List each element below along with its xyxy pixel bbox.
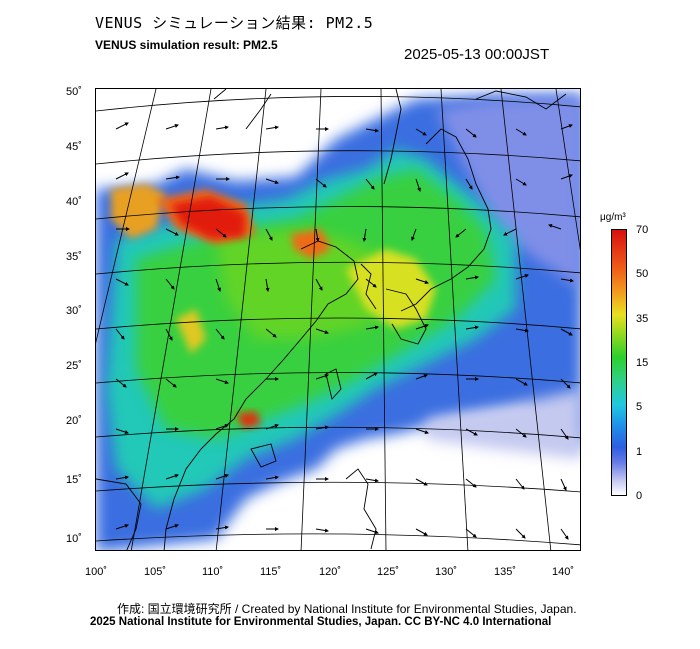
map-canvas [96,89,580,550]
lon-tick: 110˚ [202,566,224,578]
lon-tick: 140˚ [552,566,575,578]
lon-tick: 100˚ [85,566,108,578]
lat-tick: 25˚ [66,360,82,372]
copyright-line: 2025 National Institute for Environmenta… [90,616,552,628]
forecast-timestamp: 2025-05-13 00:00JST [404,46,550,63]
lon-tick: 115˚ [260,566,282,578]
lat-tick: 35˚ [66,251,82,263]
lat-tick: 15˚ [66,474,82,486]
title-english: VENUS simulation result: PM2.5 [95,38,278,52]
pm25-map [95,88,581,551]
lon-tick: 105˚ [144,566,167,578]
colorbar-tick: 35 [636,313,649,325]
lon-tick: 120˚ [319,566,342,578]
credit-line: 作成: 国立環境研究所 / Created by National Instit… [117,602,577,616]
lat-tick: 10˚ [66,533,82,545]
colorbar-tick: 1 [636,446,643,458]
colorbar-tick: 15 [636,357,649,369]
colorbar-tick: 70 [636,224,649,236]
colorbar [611,229,627,496]
lat-tick: 40˚ [66,196,82,208]
lon-tick: 135˚ [494,566,517,578]
wind-vectors [115,122,574,540]
lat-tick: 20˚ [66,415,82,427]
lat-tick: 30˚ [66,305,82,317]
title-japanese: VENUS シミュレーション結果: PM2.5 [95,14,374,32]
colorbar-tick: 50 [636,268,649,280]
lat-tick: 50˚ [66,86,82,98]
colorbar-unit: μg/m³ [600,212,626,223]
coastlines [96,89,567,550]
colorbar-tick: 0 [636,490,643,502]
lon-tick: 130˚ [435,566,458,578]
colorbar-tick: 5 [636,401,643,413]
lat-tick: 45˚ [66,141,82,153]
map-graticule [96,89,580,550]
lon-tick: 125˚ [377,566,400,578]
